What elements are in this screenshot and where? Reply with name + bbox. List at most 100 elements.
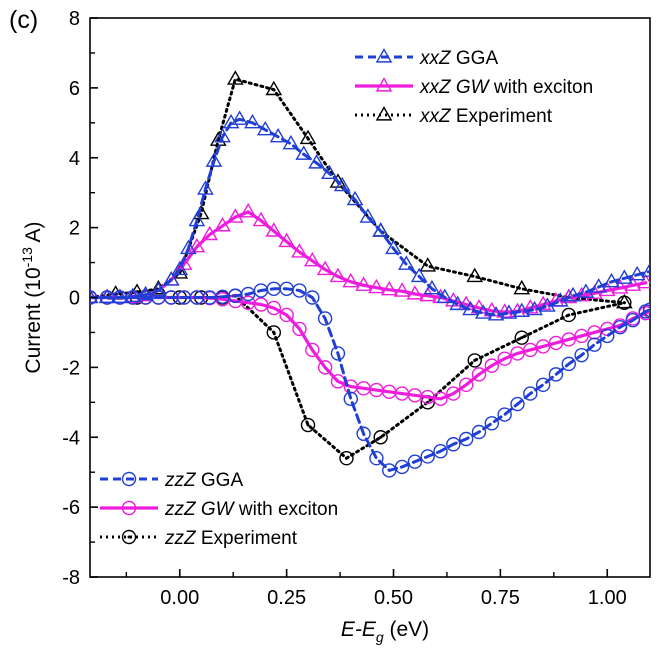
y-axis-title-prefix: Current (10 xyxy=(22,267,45,373)
data-point-zz-gga xyxy=(330,346,346,361)
data-point-zz-gga xyxy=(407,454,423,469)
data-point-zz-gga xyxy=(523,386,538,401)
y-tick-label: 8 xyxy=(69,8,80,30)
data-point-xx-gga xyxy=(137,285,154,301)
data-point-zz-gga xyxy=(458,431,474,447)
axes-layer: -8 -6 -4 -2 0 2 4 6 8 0.00 0.25 0.50 0.75 1.00 xyxy=(62,8,627,609)
data-point-xx-exp xyxy=(227,70,244,85)
data-point-xx-gga xyxy=(590,278,608,293)
data-point-xx-gw xyxy=(406,285,424,300)
legend-item-xx-gga: xxZ GGA xyxy=(355,48,498,69)
y-tick-label: -6 xyxy=(62,497,80,519)
y-axis-title: Current (10-13 A) xyxy=(19,221,45,373)
data-point-zz-gga xyxy=(612,319,628,335)
data-point-xx-gga xyxy=(539,297,556,312)
legend-marker xyxy=(121,471,137,487)
series-line-xx-gga xyxy=(90,117,650,317)
y-tick-label: -4 xyxy=(62,427,80,449)
data-point-zz-gga xyxy=(292,283,307,298)
data-point-zz-exp-dot xyxy=(272,330,276,334)
legend-label: zzZ GGA xyxy=(164,470,243,491)
data-point-zz-gw xyxy=(561,332,576,347)
data-point-zz-gw xyxy=(510,346,525,361)
data-point-xx-gw xyxy=(393,282,411,297)
data-point-xx-gga xyxy=(487,306,505,321)
data-point-zz-exp xyxy=(617,295,632,310)
data-point-zz-gga xyxy=(642,302,650,317)
data-point-zz-gw xyxy=(587,325,602,340)
data-point-zz-exp-dot xyxy=(622,301,626,305)
legend-layer: xxZ GGA xxZ GW with exciton xxZ Experiment… xyxy=(100,48,593,549)
data-point-zz-gga xyxy=(561,356,576,372)
data-point-zz-gga xyxy=(369,451,384,466)
data-point-zz-gga xyxy=(433,444,448,459)
data-point-xx-gga xyxy=(308,154,325,169)
data-point-zz-gga xyxy=(600,328,615,344)
data-point-zz-gw xyxy=(292,321,307,337)
x-axis-title-unit: (eV) xyxy=(384,618,430,641)
data-point-xx-gga xyxy=(577,283,595,298)
y-tick-label: -8 xyxy=(62,567,80,589)
data-point-xx-gga xyxy=(188,211,206,227)
y-axis-title-exponent: -13 xyxy=(19,247,35,267)
data-point-xx-gga xyxy=(205,152,223,167)
data-point-xx-gw xyxy=(560,288,578,304)
data-point-xx-gga xyxy=(282,134,300,150)
data-point-zz-gga xyxy=(240,286,256,302)
legend-label: zzZ Experiment xyxy=(164,528,298,549)
data-point-xx-gga xyxy=(214,127,231,143)
data-point-xx-gw xyxy=(624,276,642,291)
legend-marker-dot xyxy=(127,535,131,539)
data-point-zz-gw xyxy=(305,342,320,358)
x-axis-title-sub: g xyxy=(376,629,384,645)
legend-marker xyxy=(121,500,137,516)
data-point-xx-gga xyxy=(231,110,248,125)
data-point-xx-exp xyxy=(466,267,484,283)
legend-item-zz-gw: zzZ GW with exciton xyxy=(100,499,338,520)
data-point-xx-gga xyxy=(269,127,287,143)
data-point-xx-gga xyxy=(436,288,454,304)
data-point-zz-gw xyxy=(458,377,474,393)
data-point-xx-gw xyxy=(265,222,283,237)
data-point-xx-gw xyxy=(188,237,206,253)
data-point-xx-gga xyxy=(179,239,197,255)
data-point-xx-exp xyxy=(513,279,531,295)
series-xx-gga xyxy=(90,110,650,321)
data-point-zz-exp-dot xyxy=(567,313,571,317)
data-point-xx-gw xyxy=(355,276,372,291)
data-point-xx-gga xyxy=(321,164,338,180)
data-point-xx-gga xyxy=(564,286,582,302)
y-tick-label: 6 xyxy=(69,78,80,100)
series-line-zz-gw xyxy=(90,295,650,401)
data-point-xx-exp xyxy=(265,80,283,96)
data-point-zz-exp-dot xyxy=(379,435,383,439)
data-point-xx-exp xyxy=(616,293,633,309)
legend-label: xxZ GGA xyxy=(419,48,498,69)
data-point-xx-gga xyxy=(513,302,531,318)
data-point-zz-gw xyxy=(484,358,500,373)
data-point-zz-exp xyxy=(300,417,316,433)
data-point-xx-gga xyxy=(346,190,364,206)
data-point-zz-gga xyxy=(446,437,461,452)
legend-marker xyxy=(375,48,393,63)
data-point-xx-gga xyxy=(474,304,492,319)
data-point-zz-gw xyxy=(279,307,294,323)
data-point-xx-gga xyxy=(500,304,518,319)
legend-label: xxZ GW with exciton xyxy=(419,77,593,98)
data-point-xx-gw xyxy=(534,295,552,311)
data-point-zz-gga xyxy=(420,449,435,464)
data-point-zz-gga xyxy=(535,377,551,393)
data-point-xx-gga xyxy=(628,265,646,281)
data-point-zz-gw xyxy=(266,300,282,316)
data-point-zz-gw xyxy=(317,360,333,375)
panel-label: (c) xyxy=(9,6,38,34)
series-zz-gga xyxy=(90,281,650,478)
data-point-xx-gw xyxy=(368,278,385,294)
data-point-zz-gga xyxy=(510,396,525,412)
data-point-zz-exp-dot xyxy=(520,336,524,340)
y-axis-title-suffix: A) xyxy=(22,221,45,247)
data-point-zz-gga xyxy=(587,337,602,352)
data-point-zz-exp xyxy=(561,307,576,323)
data-point-zz-gw xyxy=(433,391,448,407)
data-point-zz-gw xyxy=(471,367,487,382)
